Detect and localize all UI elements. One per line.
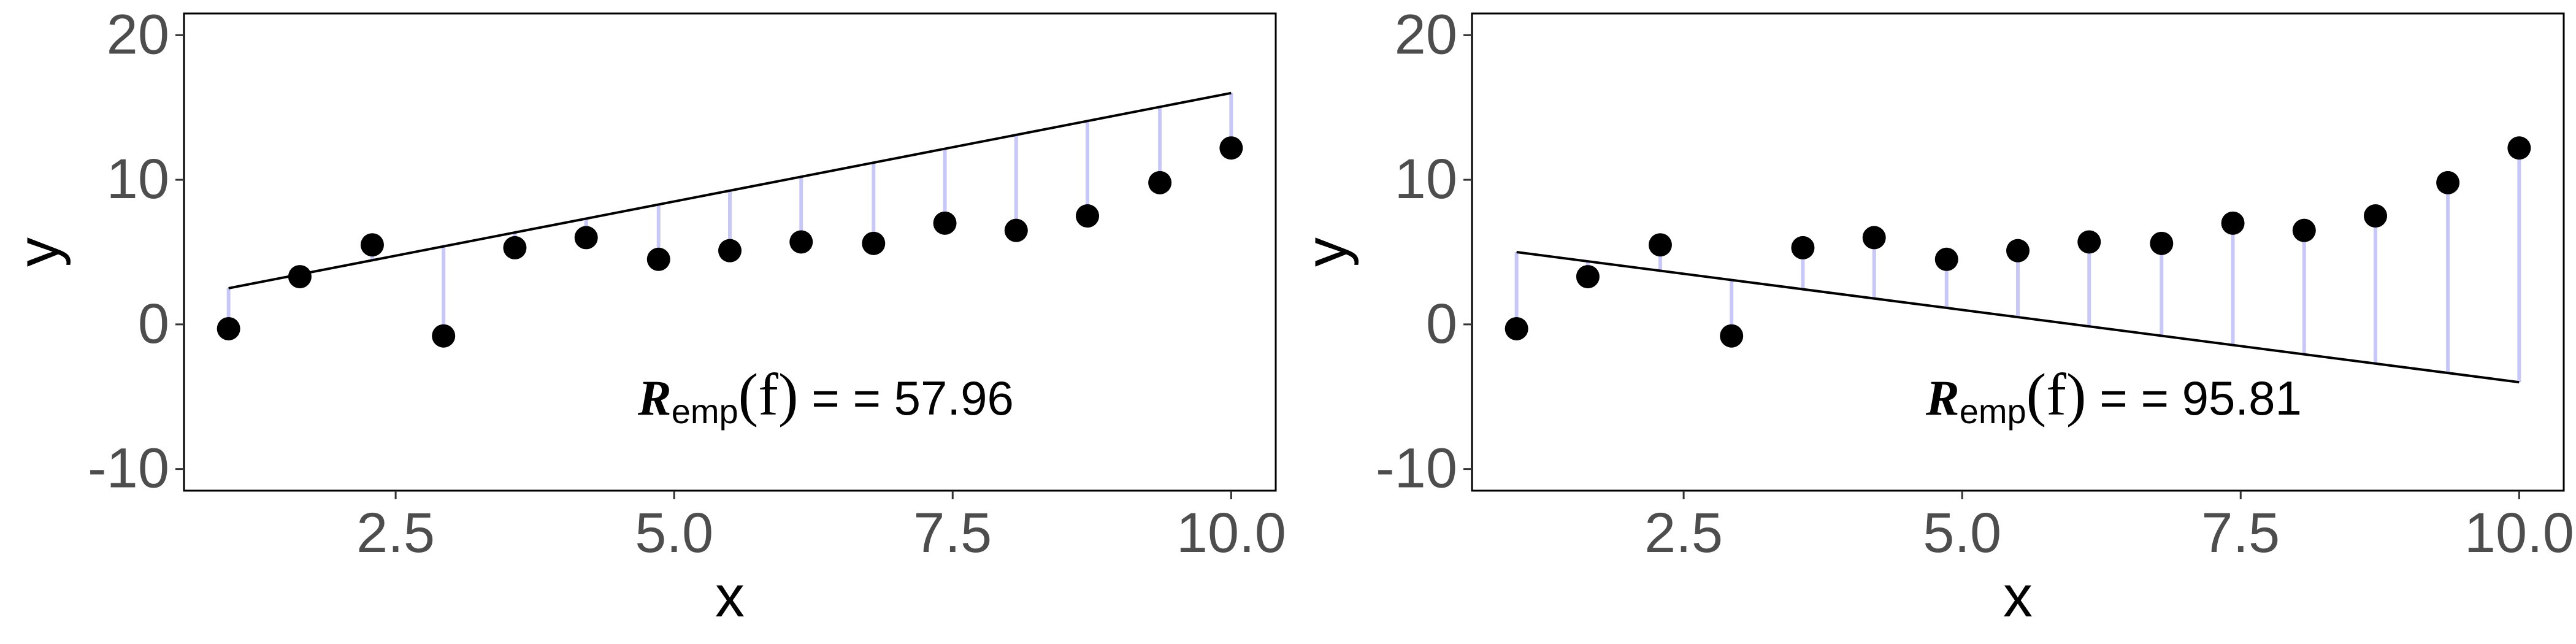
data-point	[1791, 236, 1815, 259]
data-point	[2150, 231, 2174, 255]
y-tick-label: 10	[107, 148, 169, 210]
data-point	[1505, 316, 1528, 340]
risk-value: = 57.96	[853, 371, 1014, 425]
risk-symbol: R	[1926, 370, 1960, 426]
data-point	[1862, 226, 1886, 250]
risk-subscript: emp	[1959, 392, 2026, 431]
x-axis-title: x	[2003, 564, 2033, 629]
risk-annotation: Remp(f) = = 95.81	[1926, 365, 2302, 429]
risk-equals: =	[2099, 371, 2128, 425]
data-point	[503, 236, 527, 259]
data-point	[2364, 204, 2388, 228]
data-point	[2221, 211, 2245, 235]
data-point	[933, 211, 957, 235]
data-point	[288, 265, 312, 289]
risk-argument: (f)	[2026, 362, 2087, 428]
plot-frame	[1471, 12, 2565, 492]
data-point	[1076, 204, 1100, 228]
risk-equals: =	[811, 371, 840, 425]
y-tick-label: -10	[1376, 437, 1457, 500]
risk-subscript: emp	[671, 392, 738, 431]
y-tick-label: 20	[1395, 3, 1457, 66]
data-point	[2436, 171, 2460, 194]
data-point	[1720, 324, 1744, 348]
data-point	[217, 316, 240, 340]
fitted-line	[1516, 251, 2520, 384]
x-tick-label: 2.5	[1644, 502, 1723, 564]
data-point	[1934, 247, 1958, 271]
x-tick-label: 10.0	[1176, 502, 1286, 564]
data-point	[646, 247, 670, 271]
x-tick-label: 2.5	[356, 502, 435, 564]
y-tick-label: 10	[1395, 148, 1457, 210]
risk-value: = 95.81	[2141, 371, 2302, 425]
y-tick-label: -10	[88, 437, 169, 500]
x-tick-label: 7.5	[913, 502, 992, 564]
y-tick-label: 20	[107, 3, 169, 66]
data-point	[432, 324, 456, 348]
data-point	[718, 239, 742, 263]
chart-panel-left: -10 0 10 20 2.5 5.0 7.5 10.0 x y Remp(f) = = 57.9…	[6, 3, 1286, 629]
risk-annotation: Remp(f) = = 57.96	[638, 365, 1014, 429]
fitted-line	[228, 91, 1232, 289]
chart-svg: -10 0 10 20 2.5 5.0 7.5 10.0 x y	[6, 3, 1286, 629]
risk-symbol: R	[638, 370, 672, 426]
x-tick-label: 5.0	[635, 502, 713, 564]
y-tick-label: 0	[138, 293, 169, 355]
x-tick-label: 7.5	[2201, 502, 2280, 564]
chart-svg: -10 0 10 20 2.5 5.0 7.5 10.0 x y	[1294, 3, 2574, 629]
data-point	[360, 233, 384, 257]
y-axis-title: y	[6, 237, 71, 267]
data-point	[2292, 218, 2316, 242]
data-point	[1576, 265, 1600, 289]
data-point	[574, 226, 598, 250]
y-tick-label: 0	[1426, 293, 1457, 355]
chart-panel-right: -10 0 10 20 2.5 5.0 7.5 10.0 x y Remp(f) = = 95.8…	[1288, 0, 2576, 644]
data-point	[1004, 218, 1028, 242]
data-point	[2507, 136, 2531, 160]
y-axis-title: y	[1294, 237, 1359, 267]
x-tick-label: 10.0	[2464, 502, 2574, 564]
x-tick-label: 5.0	[1923, 502, 2001, 564]
data-point	[1648, 233, 1672, 257]
risk-argument: (f)	[738, 362, 799, 428]
x-axis-title: x	[715, 564, 745, 629]
data-point	[862, 231, 886, 255]
plot-frame	[183, 12, 1277, 492]
data-point	[2006, 239, 2030, 263]
data-point	[1148, 171, 1172, 194]
data-point	[1219, 136, 1243, 160]
data-point	[789, 230, 813, 254]
data-point	[2077, 230, 2101, 254]
